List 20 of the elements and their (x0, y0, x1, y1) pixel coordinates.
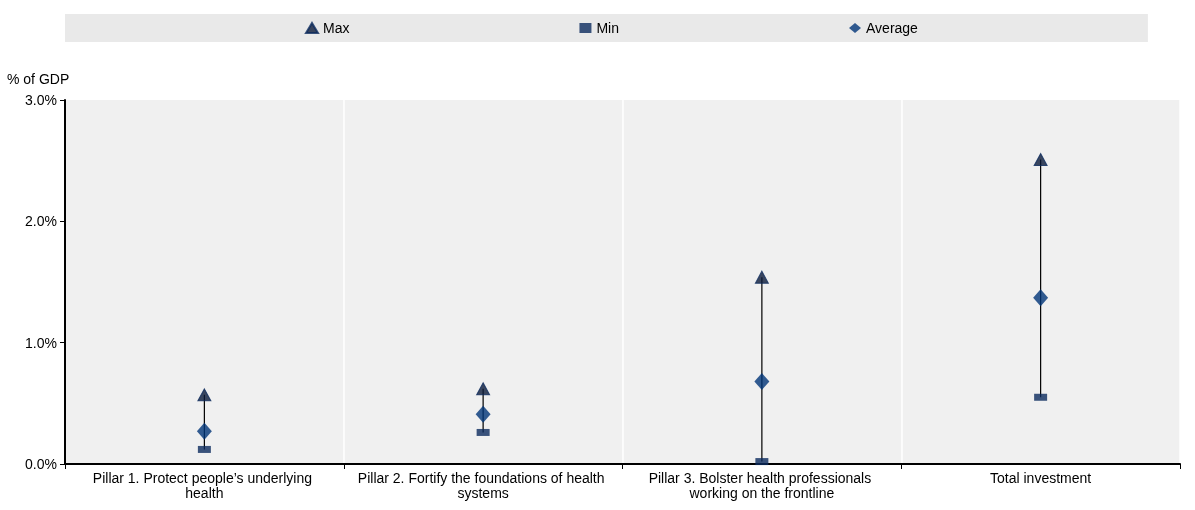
y-tick-label: 1.0% (25, 334, 57, 351)
point (476, 382, 491, 396)
point (1033, 289, 1049, 307)
point (197, 388, 212, 402)
x-tick-label: Pillar 3. Bolster health professionals working on the frontline (648, 469, 876, 501)
x-tick-label: Pillar 1. Protect people’s underlying health (92, 469, 316, 501)
y-tick-label: 3.0% (25, 92, 57, 108)
y-axis-title: % of GDP (7, 71, 70, 87)
x-tick-label: Pillar 2. Fortify the foundations of health systems (357, 469, 609, 501)
legend-label: Max (323, 20, 350, 36)
point (1033, 152, 1048, 166)
y-tick-label: 2.0% (25, 213, 57, 230)
point (754, 372, 770, 390)
point (754, 270, 769, 284)
x-tick-label: Total investment (990, 469, 1092, 486)
point (475, 405, 491, 423)
point (196, 422, 212, 440)
legend-label: Min (596, 20, 620, 36)
y-tick-label: 0.0% (25, 456, 57, 472)
legend-label: Average (866, 20, 919, 36)
